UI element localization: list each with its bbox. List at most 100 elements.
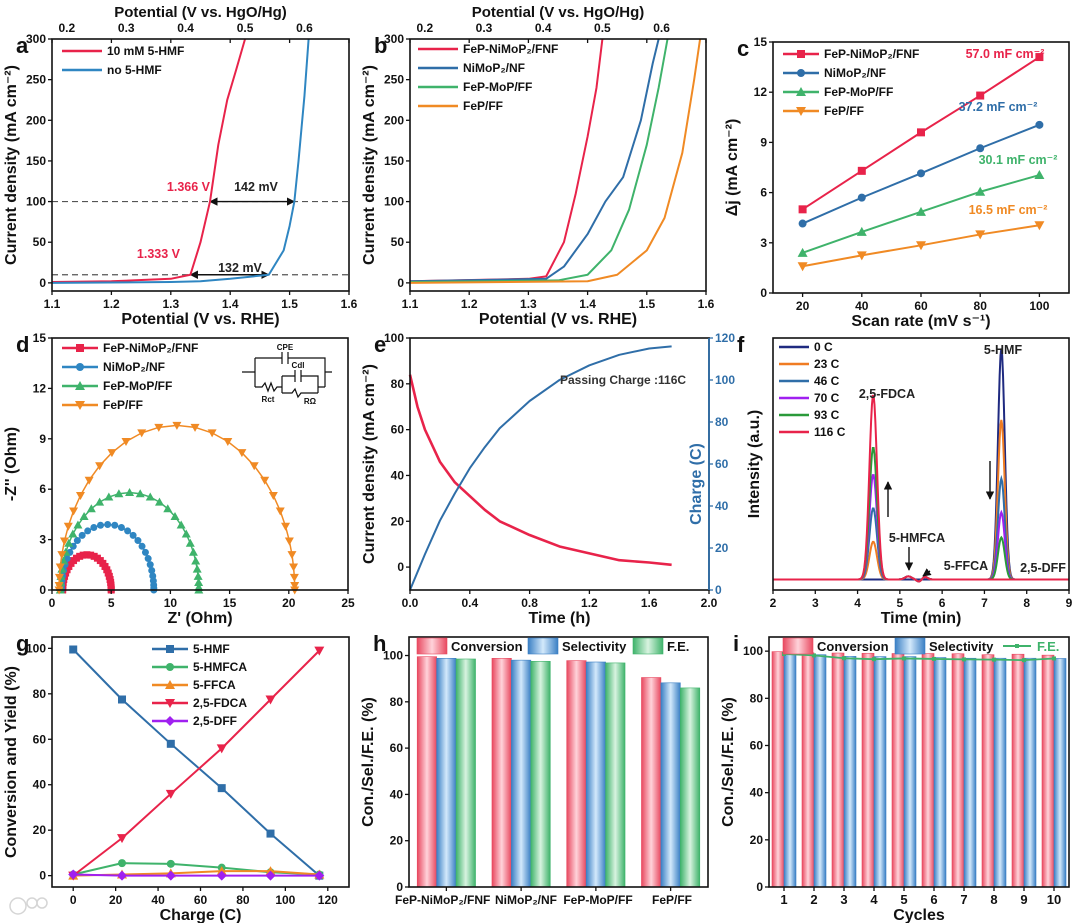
x-tick-label: 1.5 [638, 297, 655, 311]
y-axis-label: Conversion and Yield (%) [3, 666, 20, 858]
legend-label: FeP/FF [463, 99, 503, 113]
annotation: 1.366 V [167, 180, 211, 194]
legend-label: FeP-NiMoP₂/FNF [103, 341, 198, 355]
plot-area [416, 656, 701, 888]
panel-h: h FeP-NiMoP₂/FNF NiMoP₂/NF FeP-MoP/FF FeP/FF… [360, 631, 709, 907]
y-tick-label: 20 [33, 823, 47, 837]
x-axis-label: Time (h) [529, 610, 591, 627]
series-line [409, 38, 702, 284]
y-tick-label: 3 [39, 533, 46, 547]
data-point-marker [1035, 120, 1044, 129]
y-tick-label: 60 [391, 423, 405, 437]
y-tick-label: 40 [33, 778, 47, 792]
nyquist-line [59, 491, 200, 591]
data-point-marker [138, 542, 146, 550]
x-tick-label: 1.4 [222, 297, 239, 311]
y-tick-label: 50 [391, 235, 405, 249]
y2-tick-label: 20 [715, 541, 729, 555]
x-tick-label: 20 [796, 299, 810, 313]
y-tick-label: 9 [39, 432, 46, 446]
y-tick-label: 80 [390, 695, 404, 709]
x-tick-label: 1.5 [281, 297, 298, 311]
panel-b: b 1.1 1.2 1.3 1.4 1.5 1.6 0 50 100 150 200 250 300 0.2… [361, 4, 715, 328]
bar-selectivity [963, 657, 977, 888]
data-point-marker [79, 551, 87, 559]
legend-label: 0 C [814, 340, 833, 354]
legend: Conversion Selectivity F.E. [416, 637, 689, 655]
data-point-marker [797, 50, 805, 58]
annotation: 37.2 mF cm⁻² [959, 100, 1038, 114]
y-tick-label: 0 [396, 880, 403, 894]
data-point-marker [154, 497, 164, 506]
y-tick-label: 6 [39, 482, 46, 496]
data-point-marker [166, 645, 174, 653]
data-point-marker [289, 563, 299, 572]
y-tick-label: 0 [39, 583, 46, 597]
y-axis-label: Current density (mA cm⁻²) [361, 65, 378, 265]
legend: FeP-NiMoP₂/FNF NiMoP₂/NF FeP-MoP/FF FeP/FF [62, 341, 198, 412]
panel-letter: e [374, 332, 386, 357]
y-axis-label: Con./Sel./F.E. (%) [360, 697, 377, 827]
x-tick-label: 6 [939, 596, 946, 610]
data-point-marker [64, 538, 74, 547]
circuit-label-cpe: CPE [277, 343, 294, 352]
y-tick-label: 80 [391, 377, 405, 391]
data-point-marker [797, 247, 808, 257]
annotation: 5-HMF [984, 343, 1023, 357]
x-tick-label: 120 [318, 893, 338, 907]
category-label: 5 [900, 892, 907, 907]
data-point-marker [856, 226, 867, 236]
annotation: 57.0 mF cm⁻² [966, 47, 1045, 61]
x-tick-label: 100 [275, 893, 295, 907]
plot-area [408, 345, 672, 591]
legend: 10 mM 5-HMF no 5-HMF [62, 44, 184, 77]
data-point-marker [1015, 644, 1019, 648]
plot-area [54, 421, 300, 595]
y-tick-label: 60 [750, 738, 764, 752]
annotation: 5-HMFCA [889, 531, 945, 545]
legend-label: FeP-MoP/FF [463, 80, 532, 94]
data-point-marker [265, 695, 276, 705]
chromatogram-line [773, 419, 1069, 583]
legend-swatch [416, 637, 448, 655]
data-point-marker [190, 423, 200, 432]
y-tick-label: 100 [384, 195, 404, 209]
data-point-marker [75, 401, 85, 410]
legend-label: 5-HMF [193, 642, 230, 656]
plot-area [68, 645, 325, 881]
data-point-marker [976, 144, 985, 153]
legend-swatch [632, 637, 664, 655]
x-axis-label: Potential (V vs. RHE) [121, 311, 279, 328]
data-point-marker [154, 423, 164, 432]
top-axis-label: Potential (V vs. HgO/Hg) [472, 4, 645, 21]
x-tick-label: 1.3 [162, 297, 179, 311]
data-point-marker [83, 551, 91, 559]
data-point-marker [191, 556, 201, 565]
legend-label: 23 C [814, 357, 840, 371]
legend-label: no 5-HMF [107, 63, 162, 77]
panel-a: a 1.1 1.2 1.3 1.4 1.5 1.6 0 50 100 150 200 250 300 0.2… [3, 4, 358, 328]
y-tick-label: 300 [384, 32, 404, 46]
data-point-marker [165, 680, 175, 689]
data-point-marker [172, 421, 182, 430]
x-axis-label: Charge (C) [160, 907, 242, 923]
panel-e: e0.0 0.4 0.8 1.2 1.6 2.0020406080100020406080… [361, 331, 735, 627]
y-tick-label: 80 [33, 687, 47, 701]
axes-frame [772, 337, 1070, 591]
category-label: NiMoP₂/NF [495, 893, 557, 907]
legend-swatch [894, 637, 926, 655]
annotation: 2,5-DFF [1020, 561, 1066, 575]
legend: FeP-NiMoP₂/FNF NiMoP₂/NF FeP-MoP/FF FeP/FF [418, 42, 558, 113]
x-tick-label: 1.4 [579, 297, 596, 311]
y-tick-label: 20 [391, 514, 405, 528]
data-point-marker [1034, 170, 1045, 180]
category-label: FeP-MoP/FF [563, 893, 632, 907]
data-point-marker [237, 449, 247, 458]
data-point-marker [1022, 658, 1026, 663]
x-tick-label: 40 [151, 893, 165, 907]
x-tick-label: 1.2 [103, 297, 120, 311]
data-point-marker [129, 531, 137, 539]
data-point-marker [268, 491, 278, 500]
x-tick-label: 80 [974, 299, 988, 313]
bar-selectivity [660, 682, 681, 888]
